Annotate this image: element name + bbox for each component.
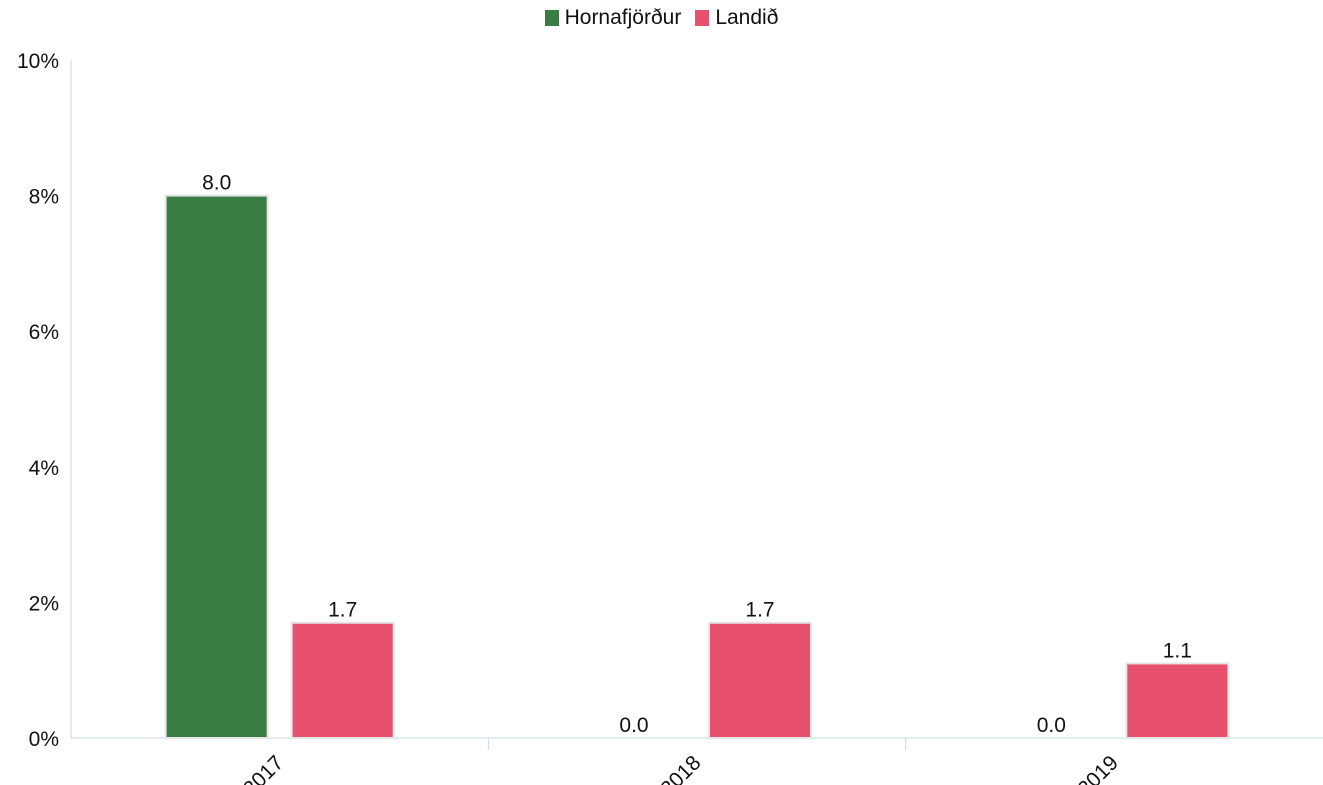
legend-label-landid: Landið — [715, 6, 779, 29]
legend-label-hornafjordur: Hornafjörður — [564, 6, 682, 29]
legend-swatch-landid — [695, 10, 710, 26]
y-tick-label: 8% — [29, 186, 59, 209]
data-label: 8.0 — [202, 172, 231, 195]
data-label: 1.7 — [745, 599, 774, 622]
bar — [290, 621, 395, 739]
data-label: 0.0 — [1037, 714, 1066, 737]
data-label: 1.7 — [328, 599, 357, 622]
y-tick-label: 0% — [29, 728, 59, 751]
y-tick-label: 10% — [17, 50, 59, 73]
bar — [164, 194, 269, 740]
legend-item-landid[interactable]: Landið — [695, 6, 778, 30]
x-tick-label: 2019 — [1074, 751, 1123, 785]
legend: Hornafjörður Landið — [0, 6, 1323, 30]
y-tick-label: 6% — [29, 321, 59, 344]
x-tick-label: 2018 — [656, 751, 705, 785]
legend-swatch-hornafjordur — [544, 10, 559, 26]
data-label: 1.1 — [1163, 639, 1192, 662]
bar — [708, 621, 812, 739]
y-tick-label: 4% — [29, 457, 59, 480]
x-tick-label: 2017 — [239, 751, 288, 785]
legend-item-hornafjordur[interactable]: Hornafjörður — [544, 6, 682, 30]
bar — [1125, 662, 1230, 739]
y-tick-label: 2% — [29, 592, 59, 615]
data-label: 0.0 — [619, 714, 648, 737]
